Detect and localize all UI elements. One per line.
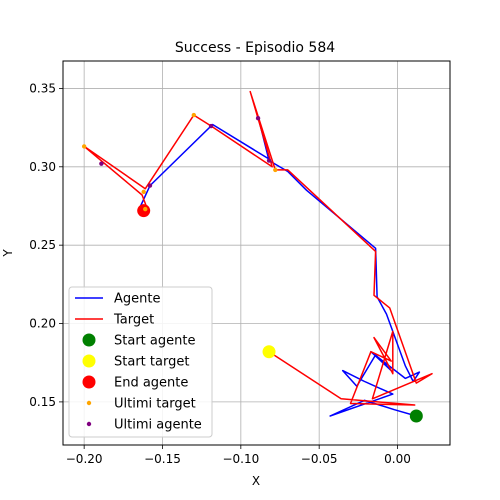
legend-box [68, 286, 213, 438]
start-target-marker [262, 345, 276, 359]
x-tick-label: −0.05 [301, 452, 338, 466]
legend-label-agente: Agente [114, 292, 160, 307]
y-tick-label: 0.25 [29, 238, 56, 252]
y-tick-label: 0.35 [29, 81, 56, 95]
y-tick-label: 0.20 [29, 317, 56, 331]
y-axis-label: Y [1, 249, 15, 258]
ultimi-target-point [273, 167, 278, 173]
legend-handle-ultimi-target [86, 400, 92, 406]
ultimi-target-point [141, 189, 146, 195]
legend: Agente Target Start agente Start target End … [68, 286, 213, 438]
series-layer [81, 90, 433, 423]
x-axis-label: X [252, 474, 260, 488]
x-tick-label: −0.15 [144, 452, 181, 466]
legend-handle-ultimi-agente [86, 421, 92, 427]
legend-handle-start-agente [82, 333, 96, 347]
ultimi-agente-point [208, 123, 214, 129]
ultimi-target-point [81, 144, 87, 149]
ultimi-agente-point [99, 161, 104, 166]
start-agente-marker [409, 409, 423, 423]
x-tick-label: −0.10 [222, 452, 259, 466]
ticks: −0.20 −0.15 −0.10 −0.05 0.00 0.15 0.20 0.25 0.30… [29, 81, 411, 466]
x-tick-label: −0.20 [66, 452, 103, 466]
legend-label-start-agente: Start agente [114, 334, 195, 349]
target-line [83, 90, 433, 406]
chart-title: Success - Episodio 584 [175, 40, 335, 56]
legend-label-ultimi-agente: Ultimi agente [114, 418, 202, 433]
legend-label-ultimi-target: Ultimi target [114, 397, 196, 412]
plot-frame [62, 60, 451, 446]
legend-handle-end-agente [82, 375, 96, 389]
legend-handle-start-target [82, 354, 96, 368]
x-tick-label: 0.00 [384, 452, 411, 466]
ultimi-target-point [143, 206, 148, 212]
ultimi-target-point [191, 112, 197, 118]
ultimi-agente-point [266, 158, 272, 163]
ultimi-agente-point [147, 183, 153, 188]
y-tick-label: 0.30 [29, 160, 56, 174]
legend-label-target: Target [113, 313, 154, 328]
legend-label-start-target: Start target [114, 355, 189, 370]
legend-label-end-agente: End agente [114, 376, 188, 391]
ultimi-agente-point [255, 116, 261, 121]
y-tick-label: 0.15 [29, 395, 56, 409]
end-agente-marker [137, 204, 151, 218]
